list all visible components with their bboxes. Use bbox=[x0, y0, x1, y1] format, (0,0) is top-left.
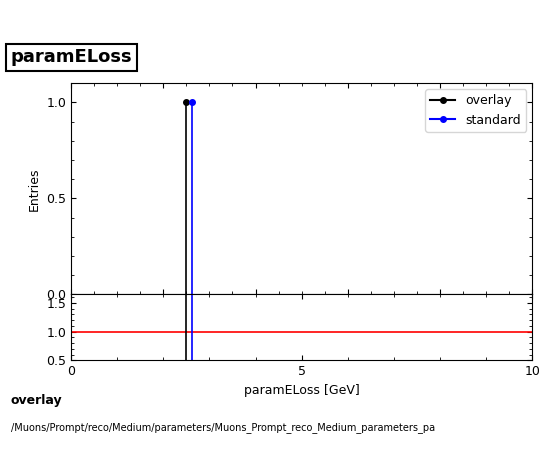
Y-axis label: Entries: Entries bbox=[27, 167, 40, 211]
Text: paramELoss: paramELoss bbox=[11, 49, 133, 67]
Legend: overlay, standard: overlay, standard bbox=[425, 90, 526, 132]
Text: /Muons/Prompt/reco/Medium/parameters/Muons_Prompt_reco_Medium_parameters_pa: /Muons/Prompt/reco/Medium/parameters/Muo… bbox=[11, 422, 435, 432]
Text: overlay: overlay bbox=[11, 394, 63, 407]
X-axis label: paramELoss [GeV]: paramELoss [GeV] bbox=[244, 384, 359, 397]
